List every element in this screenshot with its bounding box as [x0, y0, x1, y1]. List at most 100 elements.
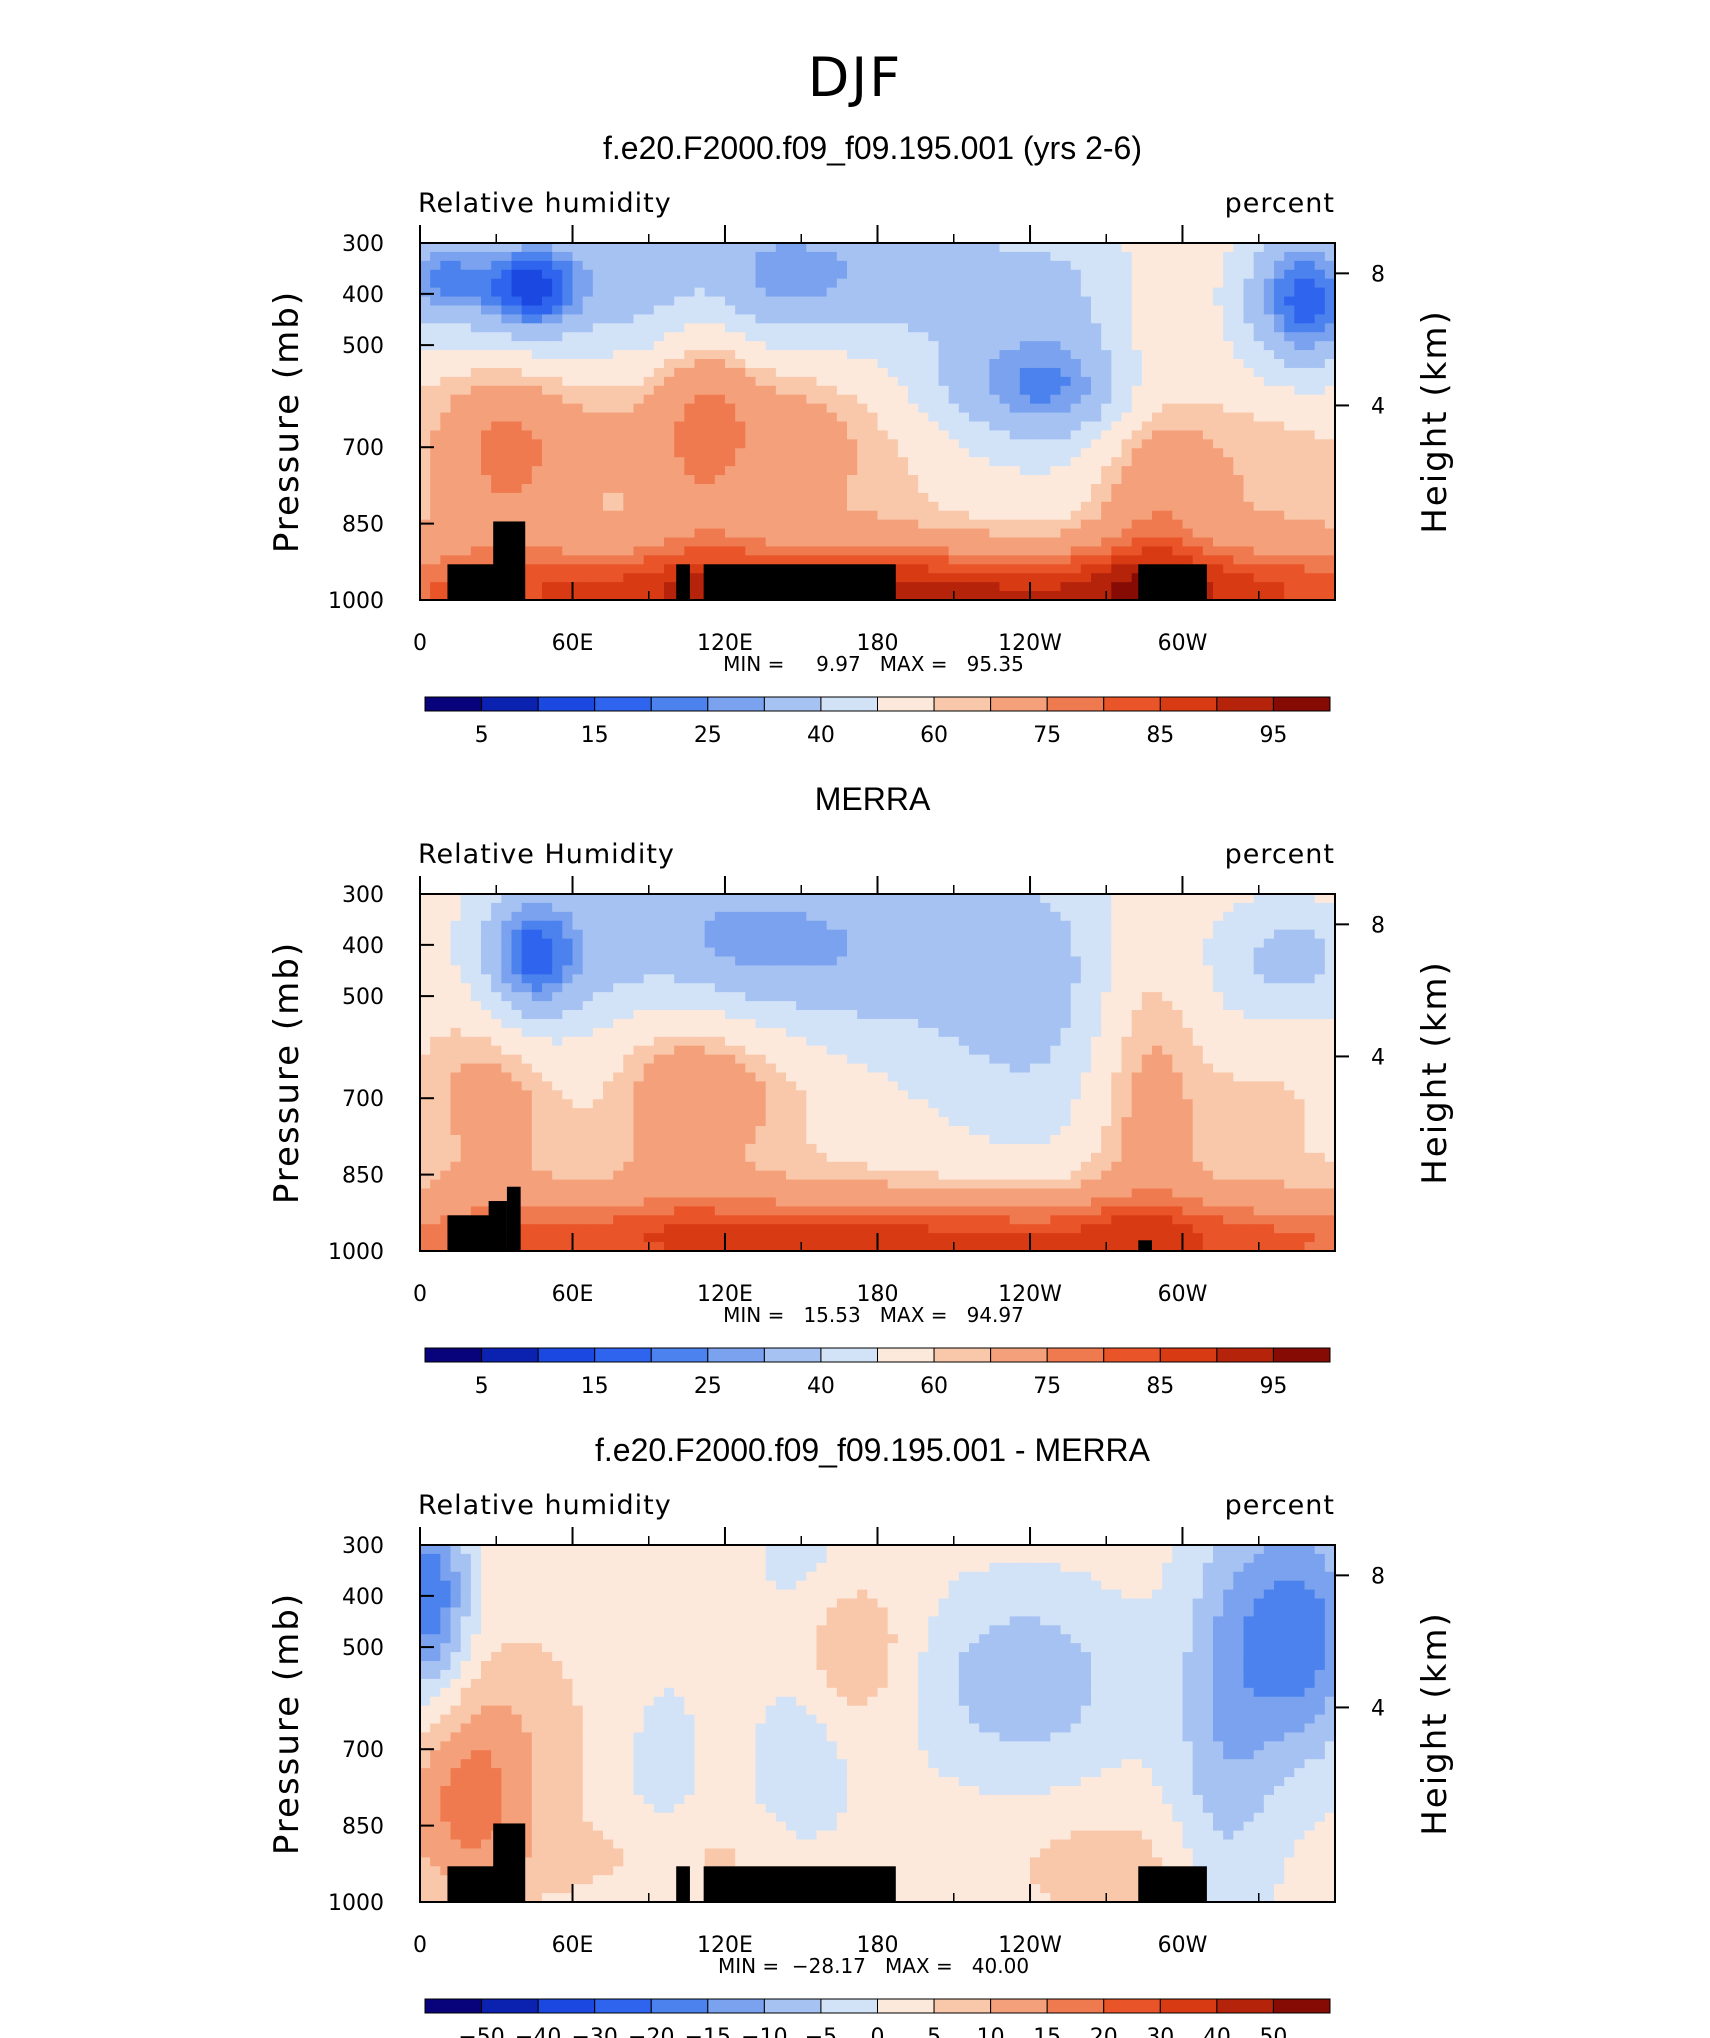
x-tick-label: 60W: [1158, 631, 1208, 656]
colorbar-label: −10: [741, 2025, 787, 2038]
colorbar-swatch: [650, 696, 709, 712]
panel-title: f.e20.F2000.f09_f09.195.001 - MERRA: [595, 1432, 1151, 1468]
colorbar-swatch: [1046, 1998, 1105, 2014]
colorbar-swatch: [1103, 1347, 1161, 1363]
colorbar-label: −40: [515, 2025, 561, 2038]
colorbar-swatch: [933, 696, 992, 712]
colorbar-swatch: [481, 1998, 539, 2014]
x-tick-label: 60E: [552, 1282, 594, 1307]
colorbar-label: 60: [920, 1374, 948, 1399]
colorbar-label: 25: [694, 1374, 722, 1399]
colorbar-swatch: [1159, 1347, 1218, 1363]
colorbar: 5 15 25 40 60 75 85 95: [424, 1347, 1331, 1399]
colorbar-swatch: [820, 1347, 878, 1363]
terrain-mask: [447, 1215, 494, 1251]
colorbar-swatch: [820, 1998, 878, 2014]
colorbar-swatch: [1046, 1347, 1105, 1363]
colorbar-swatch: [990, 696, 1048, 712]
colorbar-swatch: [594, 1347, 652, 1363]
y-tick-label: 500: [342, 334, 384, 359]
colorbar-label: 15: [1033, 2025, 1061, 2038]
panel-title: MERRA: [815, 781, 931, 817]
x-tick-label: 60E: [552, 1933, 594, 1958]
terrain-mask: [676, 564, 690, 600]
colorbar-swatch: [1216, 696, 1274, 712]
colorbar-label: 15: [581, 723, 609, 748]
x-tick-label: 0: [413, 631, 427, 656]
colorbar-swatch: [424, 696, 483, 712]
colorbar-swatch: [1159, 1998, 1218, 2014]
y2-axis-title: Height (km): [1415, 960, 1455, 1185]
y2-axis-title: Height (km): [1415, 309, 1455, 534]
colorbar-label: 15: [581, 1374, 609, 1399]
y-tick-label: 300: [342, 232, 384, 257]
colorbar-label: 5: [927, 2025, 941, 2038]
y2-tick-label: 8: [1371, 262, 1385, 287]
colorbar-swatch: [933, 1347, 992, 1363]
min-max-stats: MIN = 15.53 MAX = 94.97: [723, 1303, 1024, 1327]
colorbar-label: 20: [1090, 2025, 1118, 2038]
panel-title: f.e20.F2000.f09_f09.195.001 (yrs 2-6): [603, 130, 1142, 166]
colorbar-label: 25: [694, 723, 722, 748]
panel-1: f.e20.F2000.f09_f09.195.001 (yrs 2-6) Rel…: [267, 130, 1455, 748]
colorbar-label: 40: [807, 1374, 835, 1399]
colorbar-swatch: [650, 1347, 709, 1363]
x-tick-label: 0: [413, 1282, 427, 1307]
x-tick-label: 180: [857, 1282, 899, 1307]
colorbar-label: 30: [1146, 2025, 1174, 2038]
variable-label: Relative humidity: [418, 188, 672, 219]
y-tick-label: 700: [342, 436, 384, 461]
variable-label: Relative humidity: [418, 1490, 672, 1521]
colorbar-swatch: [481, 1347, 539, 1363]
colorbar-label: 75: [1033, 1374, 1061, 1399]
y-tick-label: 500: [342, 1636, 384, 1661]
x-tick-label: 120W: [998, 1282, 1062, 1307]
y-tick-label: 1000: [328, 1891, 384, 1916]
min-max-stats: MIN = 9.97 MAX = 95.35: [723, 652, 1024, 676]
terrain-mask: [703, 564, 896, 600]
y-axis-title: Pressure (mb): [267, 1592, 307, 1855]
terrain-mask: [493, 521, 526, 600]
colorbar-swatch: [1103, 1998, 1161, 2014]
units-label: percent: [1225, 1490, 1335, 1521]
colorbar-swatch: [650, 1998, 709, 2014]
colorbar-swatch: [537, 1998, 596, 2014]
y-tick-label: 300: [342, 1534, 384, 1559]
colorbar-swatch: [990, 1347, 1048, 1363]
y-tick-label: 400: [342, 283, 384, 308]
colorbar-swatch: [1103, 696, 1161, 712]
colorbar-swatch: [1272, 696, 1331, 712]
colorbar: 5 15 25 40 60 75 85 95: [424, 696, 1331, 748]
colorbar-swatch: [877, 1347, 935, 1363]
y2-tick-label: 4: [1371, 394, 1385, 419]
terrain-mask: [1138, 1866, 1207, 1902]
x-tick-label: 120E: [697, 1282, 753, 1307]
x-tick-label: 0: [413, 1933, 427, 1958]
colorbar-swatch: [877, 696, 935, 712]
terrain-mask: [703, 1866, 896, 1902]
variable-label: Relative Humidity: [418, 839, 675, 870]
colorbar-label: −5: [805, 2025, 837, 2038]
y2-tick-label: 4: [1371, 1696, 1385, 1721]
y-axis-title: Pressure (mb): [267, 941, 307, 1204]
colorbar-swatch: [1216, 1347, 1274, 1363]
colorbar-swatch: [933, 1998, 992, 2014]
colorbar-label: −15: [685, 2025, 731, 2038]
terrain-mask: [676, 1866, 690, 1902]
colorbar-swatch: [763, 1347, 822, 1363]
colorbar-swatch: [763, 1998, 822, 2014]
colorbar-swatch: [594, 1998, 652, 2014]
y2-tick-label: 4: [1371, 1045, 1385, 1070]
units-label: percent: [1225, 839, 1335, 870]
x-tick-label: 120E: [697, 1933, 753, 1958]
colorbar-swatch: [537, 696, 596, 712]
colorbar-swatch: [820, 696, 878, 712]
y-tick-label: 1000: [328, 1240, 384, 1265]
colorbar-label: −20: [628, 2025, 674, 2038]
panel-3: f.e20.F2000.f09_f09.195.001 - MERRA Relat…: [267, 1432, 1455, 2038]
colorbar-label: 85: [1146, 723, 1174, 748]
colorbar-label: 75: [1033, 723, 1061, 748]
colorbar-swatch: [424, 1347, 483, 1363]
